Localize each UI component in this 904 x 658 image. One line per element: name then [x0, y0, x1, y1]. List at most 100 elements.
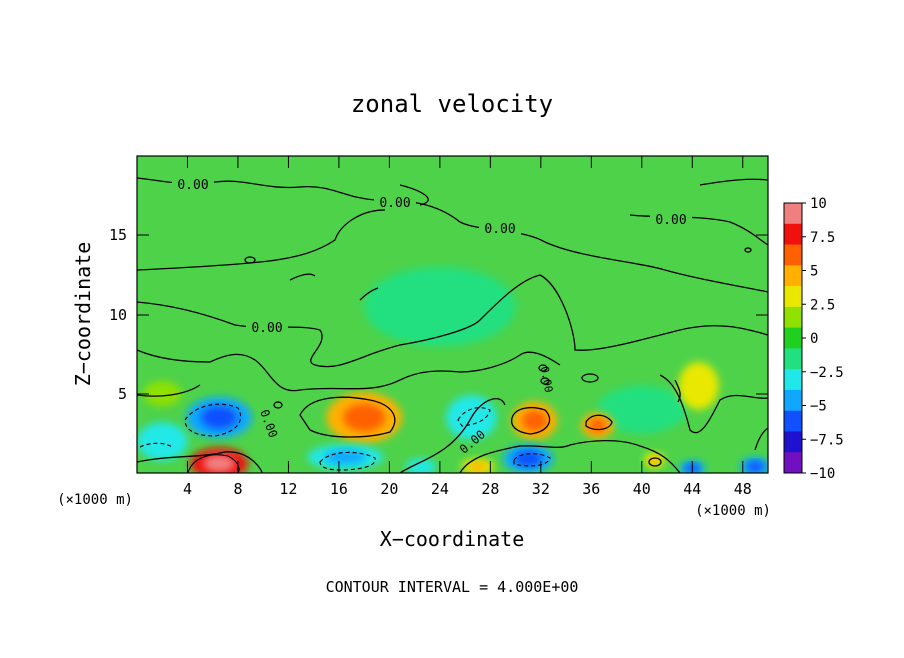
contour-label-1: 0.00 — [177, 178, 208, 193]
contour-label-8: 0.00 — [538, 365, 555, 393]
contour-line-3 — [137, 349, 561, 392]
contour-label-3: 0.00 — [484, 222, 515, 237]
x-unit-right: (×1000 m) — [695, 503, 771, 519]
colorbar: 10 7.5 5 2.5 0 −2.5 −5 −7.5 −10 — [783, 196, 844, 482]
contour-line-13 — [459, 439, 681, 473]
field-blob-core — [588, 418, 607, 433]
field-blob — [678, 362, 719, 410]
y-tick-label-5: 5 — [118, 385, 127, 403]
colorbar-swatch — [784, 348, 802, 370]
colorbar-swatch — [784, 265, 802, 287]
colorbar-label: 0 — [810, 331, 818, 347]
colorbar-swatch — [784, 452, 802, 474]
field-blob-core — [747, 461, 764, 472]
contour-line-1 — [137, 209, 386, 271]
field-blob-core — [514, 450, 543, 467]
x-tick-label-40: 40 — [633, 480, 651, 498]
colorbar-swatch — [784, 244, 802, 266]
colorbar-label: 10 — [810, 196, 827, 212]
contour-loop-2 — [581, 373, 599, 383]
field-blob-core — [203, 454, 235, 473]
colorbar-swatch — [784, 431, 802, 453]
contour-line-14 — [399, 398, 506, 473]
y-axis — [137, 234, 768, 395]
y-tick-label-15: 15 — [109, 226, 127, 244]
dashed-contour-4 — [457, 407, 491, 427]
field-blob — [405, 458, 437, 473]
contour-loop-6 — [648, 457, 662, 467]
field-blob-core — [324, 450, 367, 465]
field-blob — [143, 381, 182, 407]
dashed-contour-2 — [319, 451, 376, 471]
plot-area: 0.00 0.00 0.00 0.00 0.00 0.00 0.00 0.00 — [137, 156, 768, 473]
contour-line-18 — [754, 427, 768, 451]
colorbar-swatch — [784, 389, 802, 412]
contour-line-15 — [359, 287, 379, 301]
contour-loop-4 — [540, 377, 550, 385]
x-tick-label-48: 48 — [734, 480, 752, 498]
colorbar-swatch — [784, 223, 802, 246]
x-tick-label-16: 16 — [330, 480, 348, 498]
contour-label-2: 0.00 — [379, 196, 410, 211]
field-blob-core — [200, 406, 238, 429]
colorbar-swatch — [784, 203, 802, 225]
field-blob-core — [522, 410, 548, 432]
colorbar-label: −5 — [810, 399, 827, 415]
contour-line-10 — [299, 396, 396, 438]
x-tick-label-32: 32 — [532, 480, 550, 498]
field-blob — [364, 266, 516, 347]
colorbar-label: −7.5 — [810, 432, 844, 448]
x-tick-label-20: 20 — [380, 480, 398, 498]
colorbar-label: 2.5 — [810, 297, 835, 313]
contour-line-4 — [137, 384, 201, 397]
colorbar-label: −10 — [810, 466, 835, 482]
dashed-contour-3 — [513, 453, 551, 467]
contour-line-9 — [137, 451, 263, 473]
contour-line-17 — [674, 379, 681, 403]
field-blob-core — [343, 403, 385, 432]
colorbar-label: −2.5 — [810, 365, 844, 381]
x-tick-label-24: 24 — [431, 480, 449, 498]
contour-loop-1 — [244, 256, 256, 264]
contour-line-5 — [699, 178, 768, 186]
colorbar-label: 7.5 — [810, 230, 835, 246]
colorbar-swatch — [784, 369, 802, 391]
footer-contour-interval: CONTOUR INTERVAL = 4.000E+00 — [326, 578, 579, 596]
contour-line-16 — [289, 273, 316, 281]
contour-line-11 — [510, 407, 551, 435]
y-axis-label: Z−coordinate — [71, 242, 95, 387]
field-blob-core — [648, 455, 660, 465]
colorbar-swatch — [784, 286, 802, 308]
contour-line-7 — [399, 184, 429, 206]
dashed-contour-5 — [139, 442, 173, 448]
contour-line-0 — [137, 177, 768, 293]
x-tick-label-36: 36 — [582, 480, 600, 498]
chart-title: zonal velocity — [351, 90, 553, 118]
dashed-contour-1 — [184, 403, 242, 437]
contour-line-12 — [585, 414, 613, 431]
colorbar-swatch — [784, 327, 802, 349]
colorbar-label: 5 — [810, 264, 818, 280]
warm-contour-1 — [187, 454, 240, 473]
x-tick-label-44: 44 — [683, 480, 701, 498]
contour-line-8 — [659, 374, 768, 434]
x-tick-label-8: 8 — [233, 480, 242, 498]
x-axis: 4 8 12 16 20 24 28 32 36 40 44 48 — [183, 156, 752, 498]
x-unit-left: (×1000 m) — [57, 492, 133, 508]
contour-loop-3 — [538, 364, 548, 372]
x-axis-label: X−coordinate — [380, 527, 525, 551]
y-tick-label-10: 10 — [109, 306, 127, 324]
colorbar-swatch — [784, 410, 802, 432]
contour-loop-5 — [273, 401, 283, 409]
contour-label-5: 0.00 — [251, 321, 282, 336]
warm-contours — [187, 454, 240, 473]
contour-loop-7 — [744, 247, 752, 253]
colorbar-swatch — [784, 306, 802, 329]
field-blob — [597, 385, 686, 434]
x-tick-label-4: 4 — [183, 480, 192, 498]
contour-label-4: 0.00 — [655, 213, 686, 228]
field-blob-core — [468, 462, 487, 472]
x-tick-label-28: 28 — [481, 480, 499, 498]
negative-contours — [139, 403, 551, 471]
